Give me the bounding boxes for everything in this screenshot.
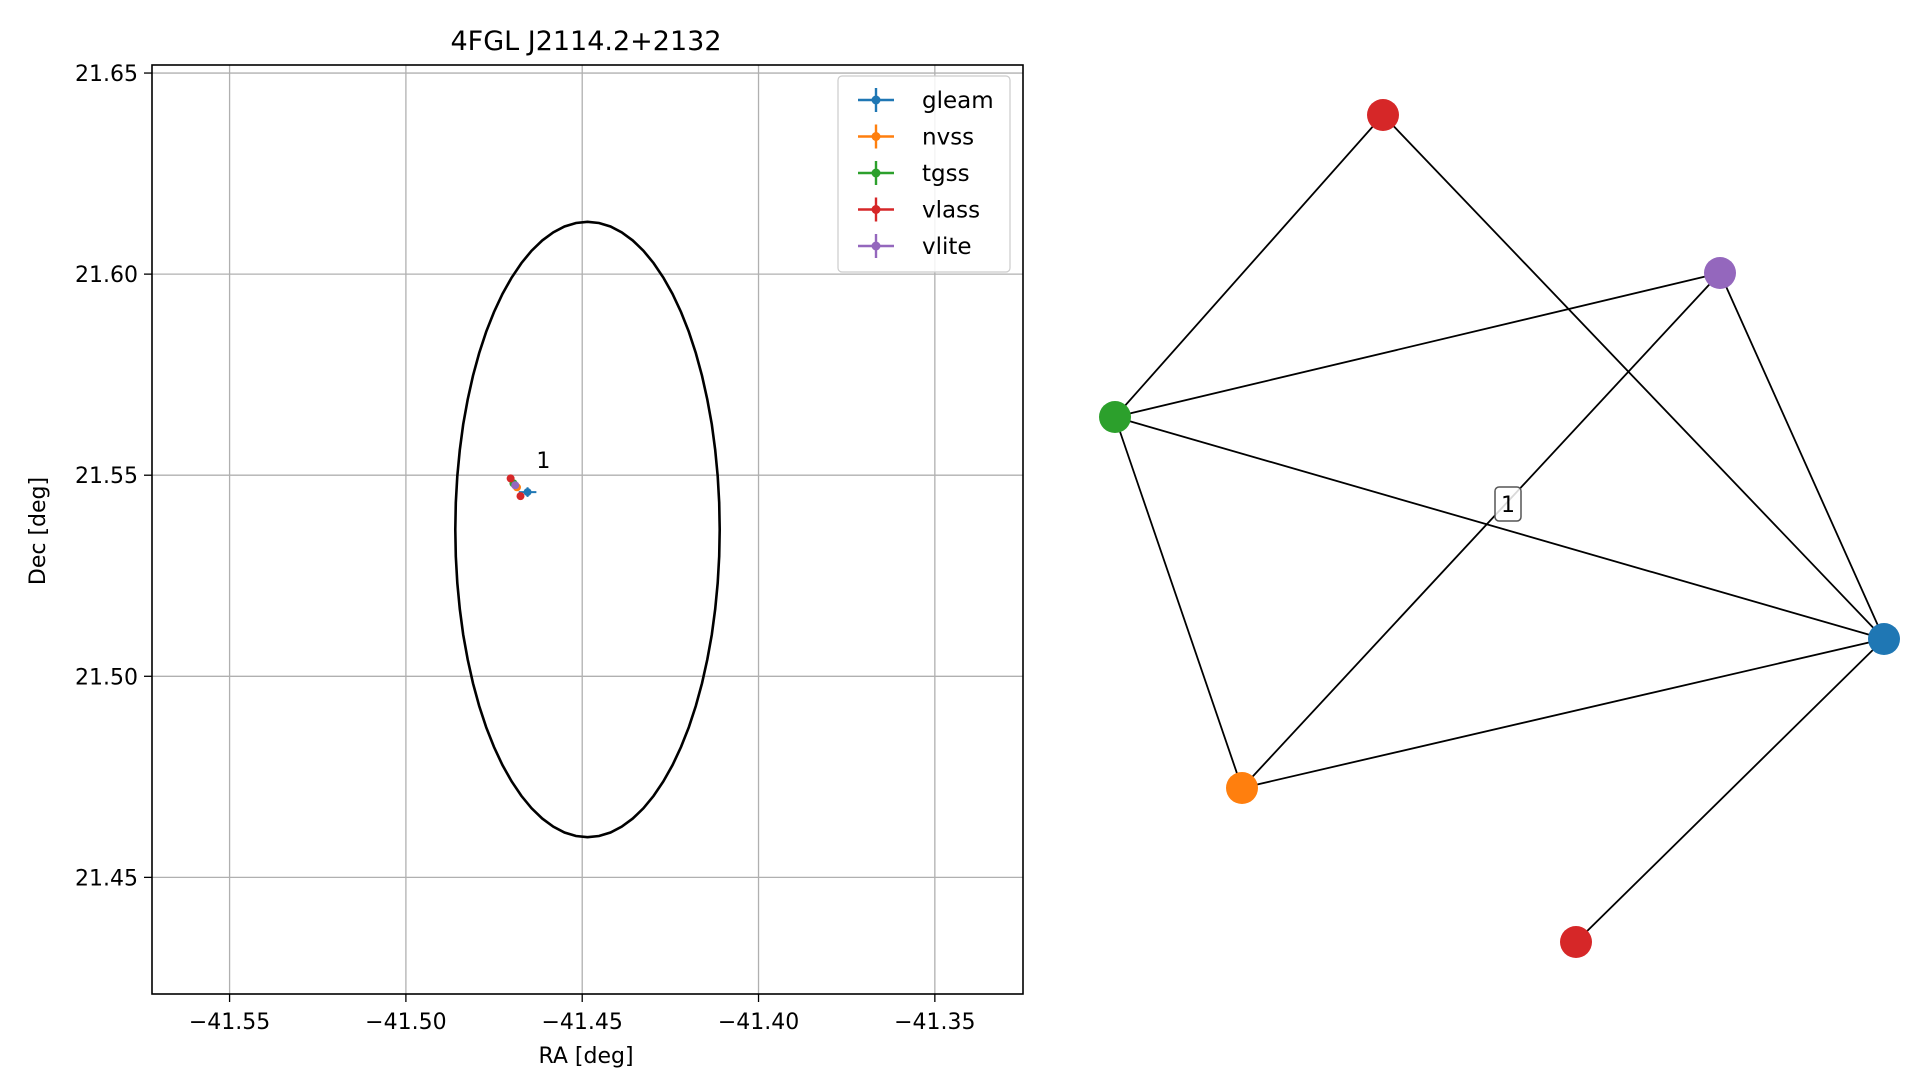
point-annotations: 1 — [536, 449, 550, 474]
network-node-tgss — [1099, 401, 1131, 433]
localization-ellipse — [453, 220, 721, 839]
network-edge — [1575, 638, 1885, 943]
legend-label: vlite — [922, 234, 972, 260]
x-tick-label: −41.55 — [189, 1010, 270, 1035]
network-edge — [1114, 114, 1384, 418]
legend-label: vlass — [922, 198, 980, 224]
data-point-vlite — [511, 481, 520, 490]
network-edge — [1382, 114, 1885, 640]
x-tick-label: −41.40 — [718, 1010, 799, 1035]
network-edges — [1114, 114, 1885, 943]
network-nodes — [1099, 99, 1900, 958]
legend: gleam nvss tgss vlass vlite — [837, 75, 1011, 273]
y-tick-label: 21.60 — [75, 263, 138, 288]
legend-box — [837, 75, 1011, 273]
network-node-vlass_b — [1560, 926, 1592, 958]
marker — [506, 474, 515, 483]
y-tick-label: 21.65 — [75, 62, 138, 87]
x-axis-label: RA [deg] — [538, 1044, 633, 1069]
network-node-nvss — [1226, 772, 1258, 804]
marker — [523, 488, 532, 497]
legend-item-nvss: nvss — [858, 124, 974, 151]
network-node-vlass_a — [1367, 99, 1399, 131]
marker — [516, 492, 525, 501]
data-point-gleam — [518, 487, 537, 497]
legend-item-vlass: vlass — [858, 197, 980, 224]
network-label-box — [1494, 486, 1522, 522]
y-axis-ticks: 21.45 21.50 21.55 21.60 21.65 — [75, 62, 152, 891]
y-axis-label: Dec [deg] — [26, 477, 51, 585]
network-node-gleam — [1868, 623, 1900, 655]
network-label: 1 — [1494, 486, 1522, 522]
network-label-text: 1 — [1501, 493, 1515, 518]
network-edge — [1241, 272, 1721, 789]
legend-label: tgss — [922, 161, 970, 187]
network-edge — [1114, 272, 1721, 418]
x-tick-label: −41.35 — [894, 1010, 975, 1035]
y-tick-label: 21.55 — [75, 464, 138, 489]
x-axis-ticks: −41.55 −41.50 −41.45 −41.40 −41.35 — [189, 994, 976, 1035]
data-point-vlass — [506, 474, 515, 483]
network-edge — [1241, 638, 1885, 789]
legend-label: nvss — [922, 125, 974, 151]
chart-title: 4FGL J2114.2+2132 — [450, 26, 721, 57]
network-edge — [1114, 416, 1885, 640]
x-gridlines — [228, 65, 936, 994]
legend-item-tgss: tgss — [858, 161, 970, 187]
data-point-vlass — [516, 492, 525, 501]
localization-ellipse-outline — [453, 220, 721, 839]
y-gridlines — [152, 72, 1023, 879]
x-tick-label: −41.50 — [365, 1010, 446, 1035]
legend-items: gleam nvss tgss vlass vlite — [858, 88, 994, 260]
network-panel: 1 — [1099, 99, 1900, 958]
y-tick-label: 21.45 — [75, 866, 138, 891]
scatter-panel: 1 −41.55 −41.50 −41.45 −41.40 −41.35 21.4521… — [26, 26, 1024, 1069]
data-points — [506, 474, 537, 501]
plot-frame — [151, 64, 1024, 995]
x-tick-label: −41.45 — [541, 1010, 622, 1035]
network-edge — [1719, 272, 1885, 640]
marker — [511, 481, 520, 490]
network-node-vlite — [1704, 257, 1736, 289]
legend-item-gleam: gleam — [858, 88, 994, 114]
legend-item-vlite: vlite — [858, 234, 972, 260]
legend-marker-dot — [871, 205, 881, 214]
point-annotation: 1 — [536, 449, 550, 474]
legend-label: gleam — [922, 88, 994, 114]
network-edge — [1114, 416, 1243, 789]
legend-marker-dot — [871, 95, 881, 105]
legend-marker-dot — [871, 168, 881, 178]
legend-marker-dot — [871, 132, 881, 141]
y-tick-label: 21.50 — [75, 665, 138, 690]
legend-marker-dot — [871, 241, 881, 251]
